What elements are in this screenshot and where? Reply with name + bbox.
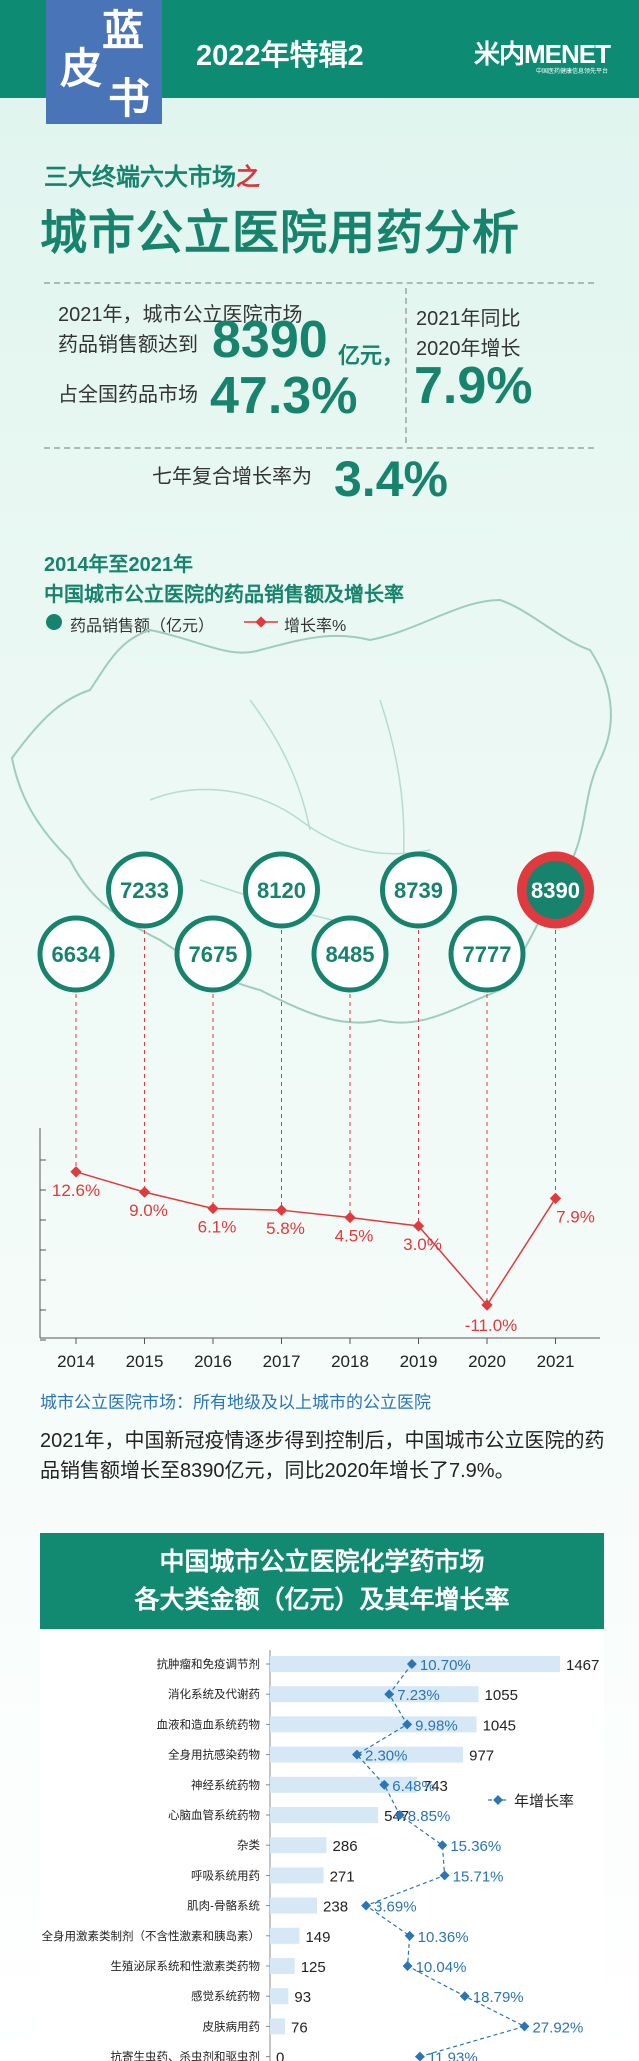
legend-sales-label: 药品销售额（亿元） bbox=[70, 618, 215, 635]
sales-value-label: 8390 bbox=[531, 878, 580, 903]
growth-label: -11.0% bbox=[465, 1316, 518, 1335]
sales-bubble bbox=[448, 915, 526, 993]
intro-line2: 药品销售额达到 bbox=[58, 334, 198, 356]
growth-point bbox=[344, 1211, 356, 1224]
divider-top bbox=[44, 282, 594, 284]
sales-value-label: 7777 bbox=[463, 942, 512, 967]
menet-logo-sub: 中国医药健康信息领先平台 bbox=[536, 69, 609, 75]
sales-value-label: 7675 bbox=[189, 942, 238, 967]
subtitle-main: 三大终端六大市场 bbox=[44, 164, 236, 191]
growth-point bbox=[138, 1186, 151, 1198]
growth-label: 9.0% bbox=[129, 1201, 168, 1220]
sales-value-label: 6634 bbox=[52, 942, 102, 967]
badge-char-3: 书 bbox=[108, 74, 151, 123]
chart1-x-label: 2014 bbox=[57, 1352, 95, 1371]
sales-bubble bbox=[106, 851, 183, 929]
yoy-value: 7.9% bbox=[414, 357, 533, 415]
summary-paragraph: 2021年，中国新冠疫情逐步得到控制后，中国城市公立医院的药品销售额增长至839… bbox=[40, 1430, 605, 1482]
subtitle-zhi: 之 bbox=[236, 164, 260, 191]
share-value: 47.3% bbox=[210, 367, 358, 425]
cagr-value: 3.4% bbox=[334, 451, 448, 507]
sales-value-label: 8485 bbox=[326, 942, 375, 967]
chart1-title-line1: 2014年至2021年 bbox=[44, 554, 193, 576]
chart1-title-line2: 中国城市公立医院的药品销售额及增长率 bbox=[44, 584, 404, 606]
chart2-title-banner: 中国城市公立医院化学药市场 各大类金额（亿元）及其年增长率 bbox=[40, 1533, 604, 1629]
legend-sales-marker bbox=[46, 614, 62, 630]
bluebook-badge: 蓝 皮 书 bbox=[46, 0, 162, 124]
growth-label: 4.5% bbox=[335, 1227, 374, 1246]
badge-char-2: 皮 bbox=[60, 44, 103, 93]
growth-point bbox=[481, 1299, 493, 1311]
chart2-panel bbox=[40, 1629, 604, 2061]
chart1-x-label: 2021 bbox=[537, 1352, 575, 1371]
growth-label: 3.0% bbox=[403, 1235, 442, 1254]
growth-point bbox=[412, 1220, 425, 1232]
sales-bubble bbox=[517, 851, 594, 929]
growth-label: 7.9% bbox=[556, 1207, 595, 1226]
sales-bubble bbox=[243, 851, 320, 929]
header-title: 2022年特辑2 bbox=[196, 40, 364, 72]
sales-value-label: 7233 bbox=[120, 878, 169, 903]
legend-growth-label: 增长率% bbox=[284, 618, 347, 635]
menet-logo: 米内MENET bbox=[474, 39, 611, 69]
badge-char-1: 蓝 bbox=[102, 6, 145, 55]
yoy-line1: 2021年同比 bbox=[416, 308, 521, 330]
sales-bubble bbox=[174, 915, 252, 993]
sales-value-label: 8739 bbox=[394, 878, 443, 903]
sales-bubble bbox=[37, 915, 115, 993]
chart1-x-label: 2015 bbox=[126, 1352, 164, 1371]
divider-vertical bbox=[405, 288, 407, 443]
growth-label: 5.8% bbox=[266, 1219, 305, 1238]
subtitle: 三大终端六大市场之 bbox=[44, 157, 260, 192]
chart2-title-line2: 各大类金额（亿元）及其年增长率 bbox=[134, 1586, 510, 1614]
chart2-title-line1: 中国城市公立医院化学药市场 bbox=[159, 1548, 485, 1576]
sales-value-label: 8120 bbox=[257, 878, 306, 903]
chart1-x-label: 2016 bbox=[194, 1352, 232, 1371]
growth-label: 12.6% bbox=[52, 1181, 100, 1200]
sales-bubble-inner bbox=[526, 861, 585, 919]
chart1-x-label: 2020 bbox=[468, 1352, 506, 1371]
footnote: 城市公立医院市场：所有地级及以上城市的公立医院 bbox=[40, 1393, 431, 1412]
intro-line3: 占全国药品市场 bbox=[58, 384, 198, 406]
sales-bubble bbox=[380, 851, 457, 929]
growth-point bbox=[207, 1202, 219, 1215]
growth-point bbox=[549, 1192, 562, 1204]
sales-value: 8390 bbox=[212, 311, 328, 369]
cagr-label: 七年复合增长率为 bbox=[152, 466, 312, 488]
page-title: 城市公立医院用药分析 bbox=[40, 206, 520, 259]
chart1-x-label: 2018 bbox=[331, 1352, 369, 1371]
yoy-line2: 2020年增长 bbox=[416, 338, 521, 360]
chart1-x-label: 2017 bbox=[263, 1352, 301, 1371]
chart1-x-label: 2019 bbox=[400, 1352, 438, 1371]
growth-point bbox=[70, 1166, 82, 1178]
divider-bottom bbox=[44, 447, 594, 449]
growth-point bbox=[275, 1204, 288, 1216]
growth-line bbox=[75, 1171, 557, 1307]
sales-unit: 亿元， bbox=[338, 343, 405, 368]
sales-bubble bbox=[311, 915, 389, 993]
intro-line1: 2021年，城市公立医院市场 bbox=[58, 304, 303, 326]
growth-label: 6.1% bbox=[198, 1217, 237, 1236]
